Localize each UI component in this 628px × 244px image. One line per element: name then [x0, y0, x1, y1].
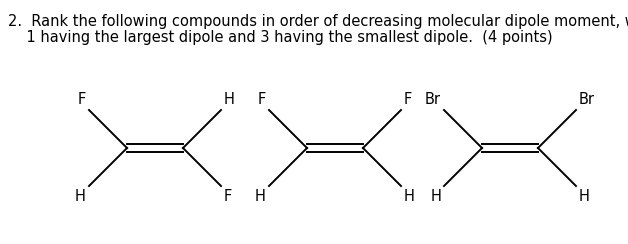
Text: 1 having the largest dipole and 3 having the smallest dipole.  (4 points): 1 having the largest dipole and 3 having… [8, 30, 553, 45]
Text: H: H [430, 189, 441, 204]
Text: H: H [579, 189, 590, 204]
Text: F: F [404, 92, 412, 107]
Text: H: H [404, 189, 415, 204]
Text: H: H [255, 189, 266, 204]
Text: Br: Br [425, 92, 441, 107]
Text: H: H [224, 92, 235, 107]
Text: Br: Br [579, 92, 595, 107]
Text: H: H [75, 189, 86, 204]
Text: 2.  Rank the following compounds in order of decreasing molecular dipole moment,: 2. Rank the following compounds in order… [8, 14, 628, 29]
Text: F: F [257, 92, 266, 107]
Text: F: F [224, 189, 232, 204]
Text: F: F [78, 92, 86, 107]
